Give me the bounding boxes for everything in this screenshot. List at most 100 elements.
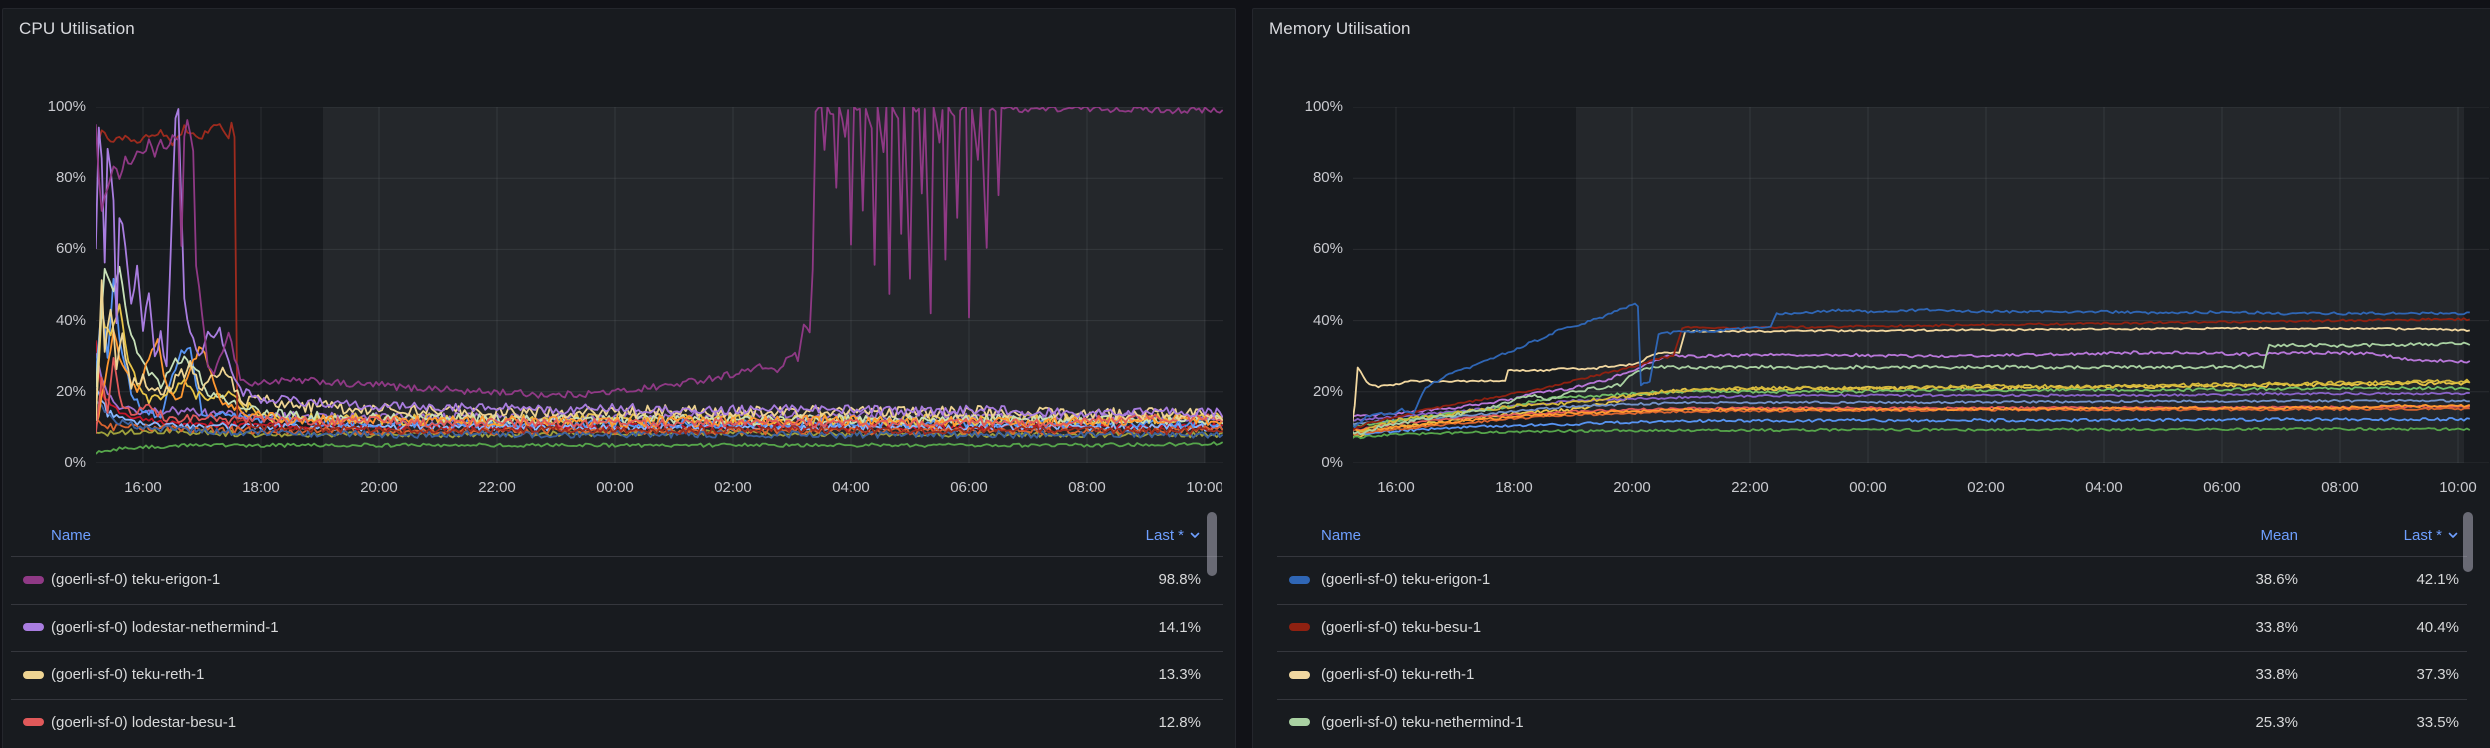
y-axis-tick-label: 20% xyxy=(1312,382,1343,400)
y-axis-tick-label: 80% xyxy=(1312,169,1343,187)
legend-row-separator xyxy=(11,698,1223,700)
panel-cpu-utilisation: CPU Utilisation 100% 80% 60% 40% 20% 0% 16:00 1… xyxy=(2,8,1236,748)
cpu-chart-svg xyxy=(96,107,1223,463)
legend-row[interactable]: (goerli-sf-0) teku-erigon-1 98.8% xyxy=(23,556,1201,604)
series-color-swatch xyxy=(1289,666,1321,684)
series-color-swatch xyxy=(1289,713,1321,731)
legend-column-header-name[interactable]: Name xyxy=(51,527,1081,544)
series-line xyxy=(96,356,1223,434)
legend-row[interactable]: (goerli-sf-0) teku-reth-1 33.8% 37.3% xyxy=(1289,651,2459,699)
series-line xyxy=(1353,350,2471,418)
series-stat-value: 14.1% xyxy=(1158,618,1201,636)
y-axis-tick-label: 0% xyxy=(1321,454,1343,471)
x-axis-tick-label: 04:00 xyxy=(832,479,870,496)
series-line xyxy=(96,107,1223,399)
x-axis-tick-label: 08:00 xyxy=(1068,479,1106,496)
legend-row-separator xyxy=(1277,698,2467,700)
series-stat-value: 25.3% xyxy=(2255,713,2298,731)
legend-row[interactable]: (goerli-sf-0) lodestar-nethermind-1 14.1… xyxy=(23,604,1201,652)
x-axis-tick-label: 16:00 xyxy=(1377,479,1415,496)
x-axis-tick-label: 20:00 xyxy=(1613,479,1651,496)
y-axis-tick-label: 20% xyxy=(55,382,86,400)
series-stat-value: 33.8% xyxy=(2255,666,2298,684)
series-color-swatch xyxy=(23,618,51,636)
series-line xyxy=(1353,317,2471,431)
legend-column-header-mean[interactable]: Mean xyxy=(2148,527,2298,544)
cpu-legend-scrollbar[interactable] xyxy=(1207,512,1217,576)
x-axis-tick-label: 00:00 xyxy=(1849,479,1887,496)
x-axis-tick-label: 00:00 xyxy=(596,479,634,496)
series-stat-value: 38.6% xyxy=(2255,571,2298,589)
series-line xyxy=(1353,326,2470,425)
panel-title-cpu[interactable]: CPU Utilisation xyxy=(19,19,135,38)
memory-chart-svg xyxy=(1353,107,2489,463)
legend-row-separator xyxy=(1277,651,2467,652)
x-axis-tick-label: 20:00 xyxy=(360,479,398,496)
y-axis-tick-label: 80% xyxy=(55,169,86,187)
series-stat-value: 33.8% xyxy=(2255,618,2298,636)
series-name: (goerli-sf-0) teku-reth-1 xyxy=(51,666,205,684)
series-line xyxy=(1353,427,2471,440)
legend-column-label: Mean xyxy=(2260,526,2298,544)
memory-legend-scrollbar[interactable] xyxy=(2463,512,2473,572)
legend-column-header-name[interactable]: Name xyxy=(1321,527,2148,544)
series-line xyxy=(1353,341,2471,436)
x-axis-tick-label: 06:00 xyxy=(2203,479,2241,496)
series-line xyxy=(96,399,1223,440)
x-axis-tick-label: 06:00 xyxy=(950,479,988,496)
series-stat-value: 13.3% xyxy=(1158,666,1201,684)
x-axis-labels: 16:00 18:00 20:00 22:00 00:00 02:00 04:00 06:00… xyxy=(3,477,1222,501)
series-line xyxy=(1353,417,2470,436)
series-color-swatch xyxy=(23,571,51,589)
series-line xyxy=(1353,302,2470,429)
legend-row-separator xyxy=(11,556,1223,557)
panel-title-memory[interactable]: Memory Utilisation xyxy=(1269,19,1411,38)
series-line xyxy=(1353,380,2471,438)
x-axis-tick-label: 08:00 xyxy=(2321,479,2359,496)
series-name: (goerli-sf-0) teku-erigon-1 xyxy=(1321,571,1491,589)
legend-row-separator xyxy=(11,651,1223,652)
x-axis-tick-label: 04:00 xyxy=(2085,479,2123,496)
series-name: (goerli-sf-0) teku-erigon-1 xyxy=(51,571,221,589)
sort-caret-icon xyxy=(1190,532,1200,538)
y-axis-tick-label: 100% xyxy=(1304,98,1343,115)
legend-row-separator xyxy=(1277,556,2467,557)
series-color-swatch xyxy=(23,666,51,684)
series-name: (goerli-sf-0) teku-nethermind-1 xyxy=(1321,713,1524,731)
legend-row[interactable]: (goerli-sf-0) lodestar-besu-1 12.8% xyxy=(23,699,1201,747)
legend-column-label: Name xyxy=(1321,526,1362,544)
memory-plot-area[interactable] xyxy=(1353,107,2489,463)
y-axis-tick-label: 40% xyxy=(1312,311,1343,329)
legend-row[interactable]: (goerli-sf-0) teku-nethermind-1 25.3% 33.… xyxy=(1289,699,2459,747)
series-name: (goerli-sf-0) teku-besu-1 xyxy=(1321,618,1482,636)
x-axis-tick-label: 22:00 xyxy=(1731,479,1769,496)
series-line xyxy=(96,121,1223,436)
legend-row[interactable]: (goerli-sf-0) teku-reth-1 13.3% xyxy=(23,651,1201,699)
y-axis-tick-label: 100% xyxy=(47,98,86,115)
series-stat-value: 42.1% xyxy=(2416,571,2459,589)
series-stat-value: 33.5% xyxy=(2416,713,2459,731)
series-line xyxy=(1353,378,2471,435)
time-region-highlight xyxy=(323,107,1205,463)
legend-row[interactable]: (goerli-sf-0) teku-erigon-1 38.6% 42.1% xyxy=(1289,556,2459,604)
series-line xyxy=(1353,406,2470,436)
series-line xyxy=(1353,403,2471,433)
series-name: (goerli-sf-0) teku-reth-1 xyxy=(1321,666,1475,684)
y-axis-tick-label: 60% xyxy=(55,240,86,258)
legend-column-header-last[interactable]: Last * xyxy=(2298,527,2459,544)
legend-column-label: Last * xyxy=(1145,526,1184,544)
series-stat-value: 98.8% xyxy=(1158,571,1201,589)
legend-column-header-last[interactable]: Last * xyxy=(1081,527,1201,544)
series-stat-value: 12.8% xyxy=(1158,713,1201,731)
y-axis-tick-label: 60% xyxy=(1312,240,1343,258)
time-region-highlight xyxy=(1576,107,2464,463)
series-color-swatch xyxy=(1289,618,1321,636)
legend-row[interactable]: (goerli-sf-0) teku-besu-1 33.8% 40.4% xyxy=(1289,604,2459,652)
legend-column-label: Last * xyxy=(2403,526,2442,544)
series-name: (goerli-sf-0) lodestar-besu-1 xyxy=(51,713,237,731)
x-axis-tick-label: 02:00 xyxy=(1967,479,2005,496)
cpu-plot-area[interactable] xyxy=(96,107,1223,463)
x-axis-tick-label: 18:00 xyxy=(1495,479,1533,496)
y-axis-tick-label: 0% xyxy=(64,454,86,471)
